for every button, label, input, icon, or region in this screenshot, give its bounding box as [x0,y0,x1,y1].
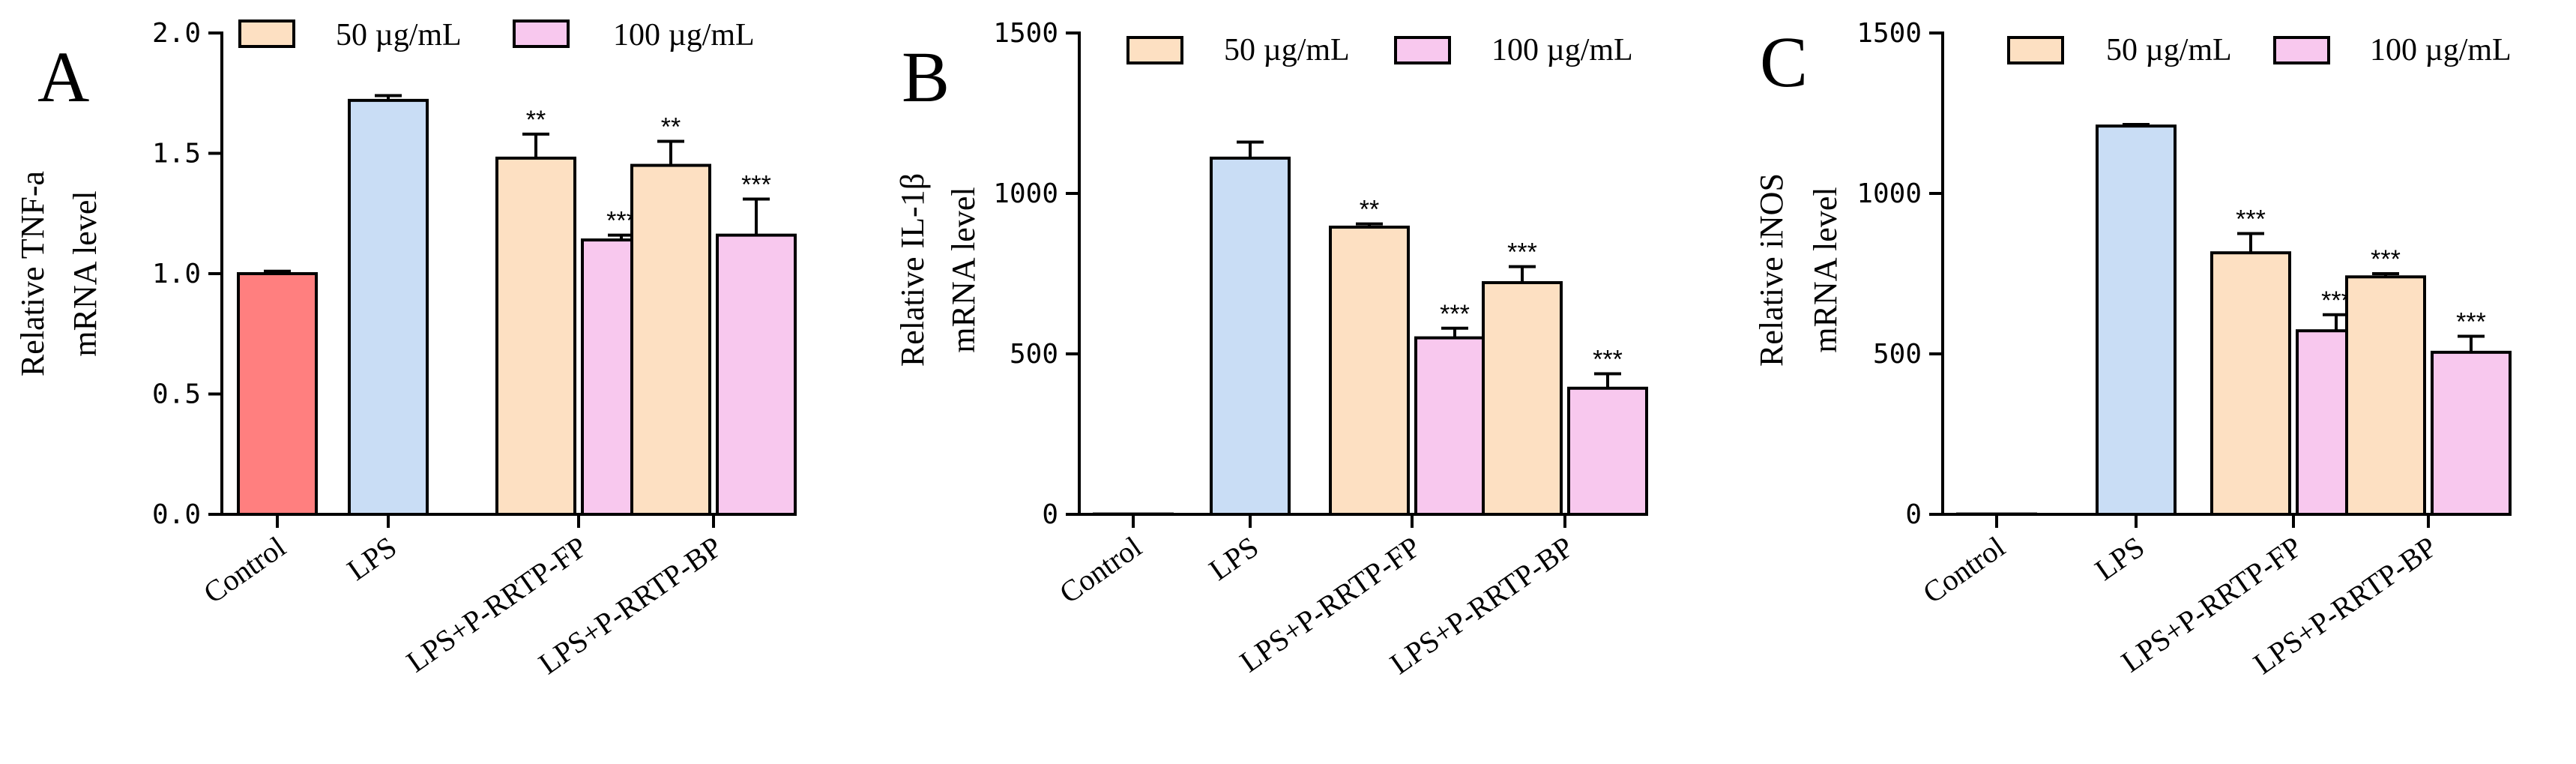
y-axis-title-line: Relative IL-1β [894,173,931,367]
legend-swatch [238,19,295,48]
legend-label: 50 µg/mL [336,18,462,52]
panel-letter: C [1760,22,1808,102]
bar [1210,156,1291,516]
bar [2431,350,2512,516]
x-tick-label: Control [197,530,292,610]
y-tick-label: 500 [1010,339,1058,370]
bar [2210,251,2291,516]
y-tick-label: 1.0 [152,259,201,289]
bar [1482,280,1563,516]
bar [716,233,797,516]
significance-marker: *** [2371,245,2401,274]
legend-label: 50 µg/mL [2106,33,2232,67]
significance-marker: *** [741,170,771,199]
bar [348,98,429,516]
legend-label: 100 µg/mL [2370,33,2512,67]
bar [1329,225,1410,516]
panel-letter: B [902,37,950,117]
panel-a: A Relative TNF-a mRNA level 0.0 0.5 1.0 1.5 2.0… [14,18,797,681]
legend-label: 100 µg/mL [613,18,755,52]
legend-swatch [2007,36,2064,64]
x-tick-label: LPS [341,530,402,587]
y-tick-label: 500 [1873,339,1922,370]
significance-marker: ** [526,106,546,134]
bar [495,156,576,516]
significance-marker: *** [2456,307,2486,336]
y-axis-title-line: mRNA level [945,187,982,352]
legend-label: 50 µg/mL [1224,33,1350,67]
y-tick-label: 0.5 [152,379,201,410]
y-tick-label: 1.5 [152,139,201,169]
x-tick-label: Control [1916,530,2011,610]
x-tick-label: LPS [2089,530,2150,587]
legend-swatch [2273,36,2330,64]
x-tick-label: Control [1053,530,1147,610]
y-tick-label: 0 [1905,499,1922,530]
legend-swatch [1394,36,1451,64]
significance-marker: *** [1440,300,1470,328]
y-tick-label: 1000 [993,178,1058,209]
panel-b: B Relative IL-1β mRNA level 0 500 1000 1500 Con… [894,18,1648,681]
y-axis-title-line: mRNA level [67,190,103,356]
x-tick-label: LPS [1203,530,1264,587]
panel-c: C Relative iNOS mRNA level 0 500 1000 1500 Cont… [1753,18,2512,681]
bar [630,163,711,517]
y-tick-label: 1000 [1856,178,1922,209]
y-axis-title-line: mRNA level [1807,187,1844,352]
bar [1567,386,1648,517]
y-tick-label: 2.0 [152,18,201,49]
y-axis-title-line: Relative iNOS [1753,173,1790,367]
y-tick-label: 0.0 [152,499,201,530]
significance-marker: *** [1507,238,1537,267]
significance-marker: *** [1593,346,1623,374]
y-tick-label: 0 [1042,499,1058,530]
y-tick-label: 1500 [993,18,1058,49]
significance-marker: *** [2236,205,2266,234]
bar [237,272,318,516]
significance-marker: ** [1360,196,1379,224]
significance-marker: ** [661,112,681,141]
y-axis-title-line: Relative TNF-a [14,171,51,376]
bar [2096,124,2177,516]
y-tick-label: 1500 [1856,18,1922,49]
legend-swatch [513,19,570,48]
legend-label: 100 µg/mL [1491,33,1633,67]
panel-letter: A [37,37,89,117]
legend-swatch [1126,36,1183,64]
bar [2345,275,2426,516]
